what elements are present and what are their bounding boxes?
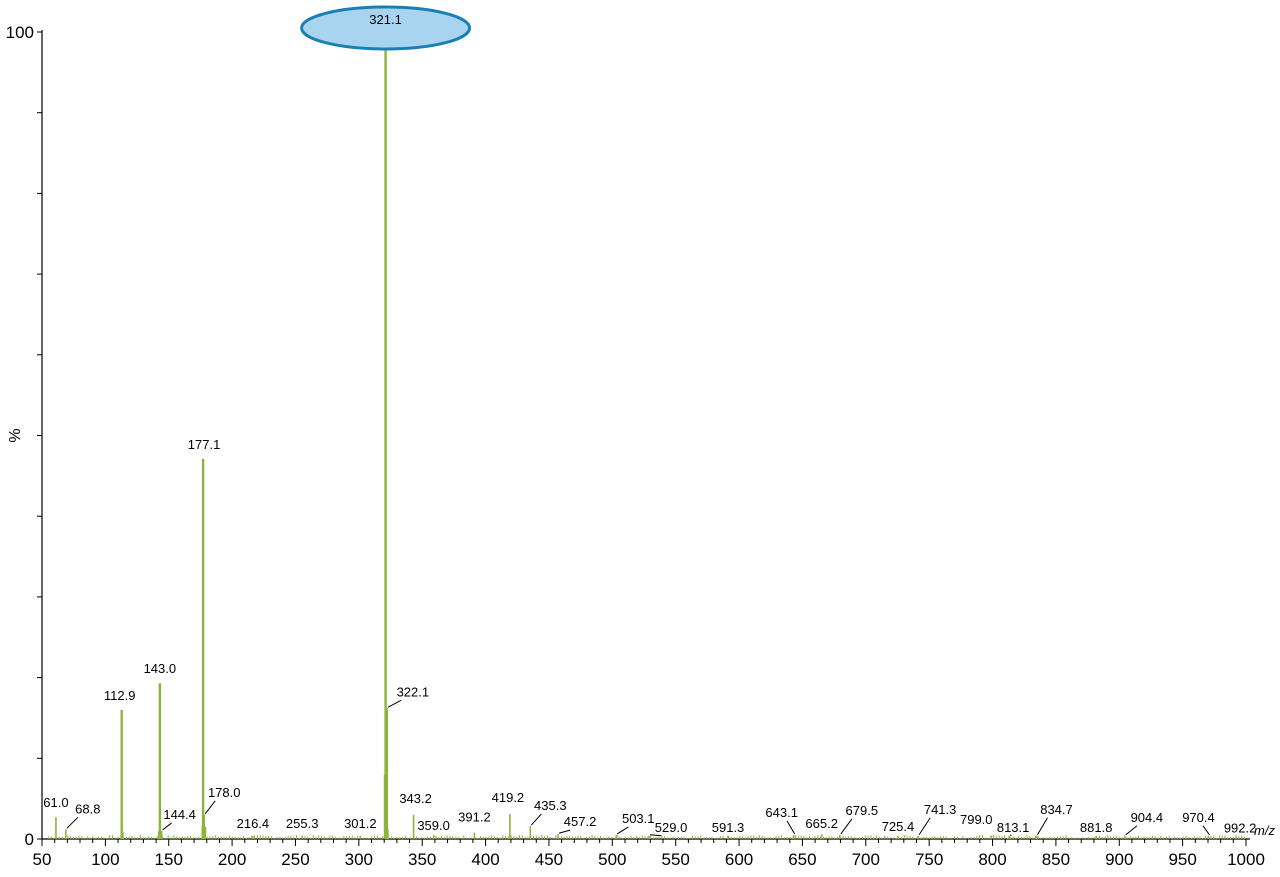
peak-label: 457.2 [564, 814, 597, 829]
peak-label: 391.2 [458, 810, 491, 825]
peak-label: 143.0 [144, 661, 177, 676]
x-tick-label: 450 [535, 850, 563, 869]
label-leader [918, 817, 931, 836]
x-tick-label: 700 [852, 850, 880, 869]
label-leader [1037, 817, 1048, 836]
label-leader [66, 816, 79, 829]
peak-label: 741.3 [924, 802, 957, 817]
label-leader-lines [66, 699, 1210, 837]
peak-label: 322.1 [397, 684, 430, 699]
peak-label: 970.4 [1182, 810, 1215, 825]
peak-label: 255.3 [286, 816, 319, 831]
x-tick-label: 650 [788, 850, 816, 869]
peak-label: 813.1 [997, 820, 1030, 835]
peak-label: 679.5 [846, 803, 879, 818]
label-leader [387, 699, 402, 708]
peak-label: 216.4 [237, 816, 270, 831]
base-peak-label: 321.1 [369, 12, 402, 27]
x-tick-label: 200 [218, 850, 246, 869]
label-leader [840, 818, 853, 835]
peak-label: 435.3 [534, 798, 567, 813]
peak-label: 643.1 [765, 805, 798, 820]
peak-label: 178.0 [208, 785, 241, 800]
peak-label: 799.0 [960, 812, 993, 827]
label-leader [162, 822, 172, 831]
x-tick-label: 600 [725, 850, 753, 869]
x-tick-label: 900 [1105, 850, 1133, 869]
peak-label: 529.0 [655, 820, 688, 835]
x-tick-label: 150 [155, 850, 183, 869]
x-tick-label: 750 [915, 850, 943, 869]
peak-label: 301.2 [344, 816, 377, 831]
x-tick-label: 500 [598, 850, 626, 869]
label-leader [204, 800, 216, 815]
y-axis: 0 100% [6, 23, 43, 849]
x-tick-label: 1000 [1227, 850, 1265, 869]
label-leader [1202, 825, 1210, 836]
x-tick-label: 100 [91, 850, 119, 869]
peak-label: 177.1 [188, 437, 221, 452]
label-leader [558, 829, 571, 834]
label-leader [650, 834, 662, 837]
peak-label: 881.8 [1080, 820, 1113, 835]
peak-label: 665.2 [805, 816, 838, 831]
x-tick-label: 850 [1042, 850, 1070, 869]
peak-label: 725.4 [882, 819, 915, 834]
x-axis-unit: m/z [1254, 823, 1275, 838]
label-leader [616, 826, 629, 835]
label-leader [1125, 825, 1138, 836]
peak-labels: 61.0 68.8 112.9 143.0 144.4 177.1 178.0 216.4 25… [43, 437, 1256, 836]
x-tick-label: 250 [281, 850, 309, 869]
label-leader [1009, 834, 1012, 837]
label-leader [786, 820, 796, 835]
peak-label: 112.9 [104, 688, 136, 703]
highlight-group: 321.1 [300, 5, 472, 51]
peak-label: 419.2 [492, 790, 525, 805]
peak-label: 68.8 [75, 801, 100, 816]
peak-label: 343.2 [399, 791, 432, 806]
y-axis-title: % [7, 428, 24, 442]
x-tick-label: 50 [33, 850, 52, 869]
peak-label: 834.7 [1040, 802, 1073, 817]
x-tick-label: 350 [408, 850, 436, 869]
y-tick-label: 0 [25, 830, 34, 849]
label-leader [530, 813, 542, 826]
y-tick-label: 100 [6, 23, 34, 42]
peak-label: 591.3 [712, 820, 745, 835]
x-tick-label: 800 [978, 850, 1006, 869]
x-tick-label: 300 [345, 850, 373, 869]
highlight-ellipse [300, 5, 472, 51]
x-tick-label: 950 [1168, 850, 1196, 869]
x-tick-label: 550 [661, 850, 689, 869]
x-tick-label: 400 [471, 850, 499, 869]
peak-label: 904.4 [1131, 810, 1164, 825]
x-axis: 50 100 150 200 250 300 350 400 450 500 550 600 650 70… [33, 823, 1276, 869]
peak-bars [55, 32, 1237, 839]
peak-label: 359.0 [417, 818, 450, 833]
peak-label: 992.2 [1224, 821, 1257, 836]
peak-label: 144.4 [163, 807, 196, 822]
peak-label: 503.1 [622, 811, 655, 826]
peak-label: 61.0 [43, 795, 68, 810]
